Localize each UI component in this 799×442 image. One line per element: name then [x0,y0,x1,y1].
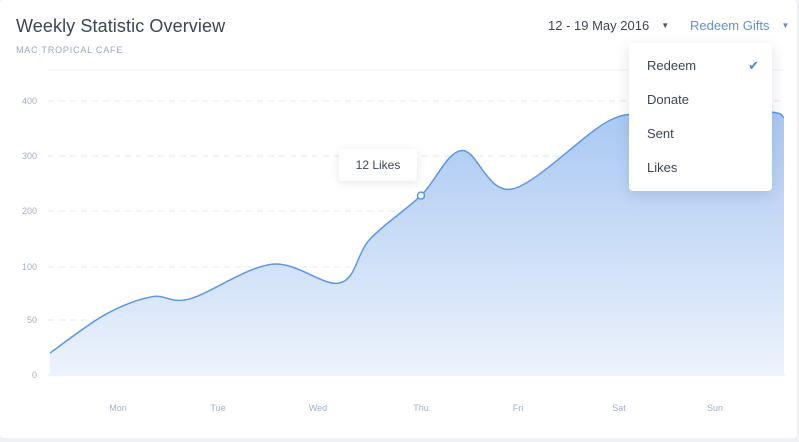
menu-item-likes[interactable]: Likes [647,157,757,179]
x-tick-label: Sat [612,403,626,413]
menu-item-sent[interactable]: Sent [647,123,757,145]
x-tick-label: Tue [210,403,225,413]
date-range-dropdown[interactable]: 12 - 19 May 2016 ▼ [548,18,669,33]
y-tick-label: 100 [22,262,37,272]
menu-item-label: Donate [647,92,689,107]
y-tick-label: 400 [22,96,37,106]
menu-item-donate[interactable]: Donate [647,89,757,111]
menu-item-label: Likes [647,160,678,175]
menu-item-redeem[interactable]: Redeem ✔ [647,55,759,77]
caret-down-icon: ▼ [661,21,670,30]
page-subtitle: MAC TROPICAL CAFE [16,45,124,55]
y-tick-label: 300 [22,151,37,161]
check-icon: ✔ [748,58,759,73]
point-tooltip: 12 Likes [339,149,417,181]
y-tick-label: 50 [27,315,37,325]
date-range-label: 12 - 19 May 2016 [548,18,650,33]
menu-item-label: Sent [647,126,674,141]
highlighted-point [416,191,426,200]
redeem-gifts-label: Redeem Gifts [690,18,770,33]
x-tick-label: Mon [109,403,127,413]
page-title: Weekly Statistic Overview [16,16,226,36]
x-tick-label: Fri [513,403,524,413]
x-tick-label: Sun [707,403,723,413]
y-tick-label: 200 [22,206,37,216]
redeem-dropdown-menu: Redeem ✔ Donate Sent Likes [629,43,772,191]
caret-down-icon: ▼ [781,21,790,30]
y-tick-label: 0 [32,370,37,380]
x-tick-label: Thu [413,403,429,413]
x-tick-label: Wed [309,403,327,413]
menu-item-label: Redeem [647,58,697,73]
area-fill [50,112,784,375]
redeem-gifts-dropdown[interactable]: Redeem Gifts ▼ [690,18,789,33]
